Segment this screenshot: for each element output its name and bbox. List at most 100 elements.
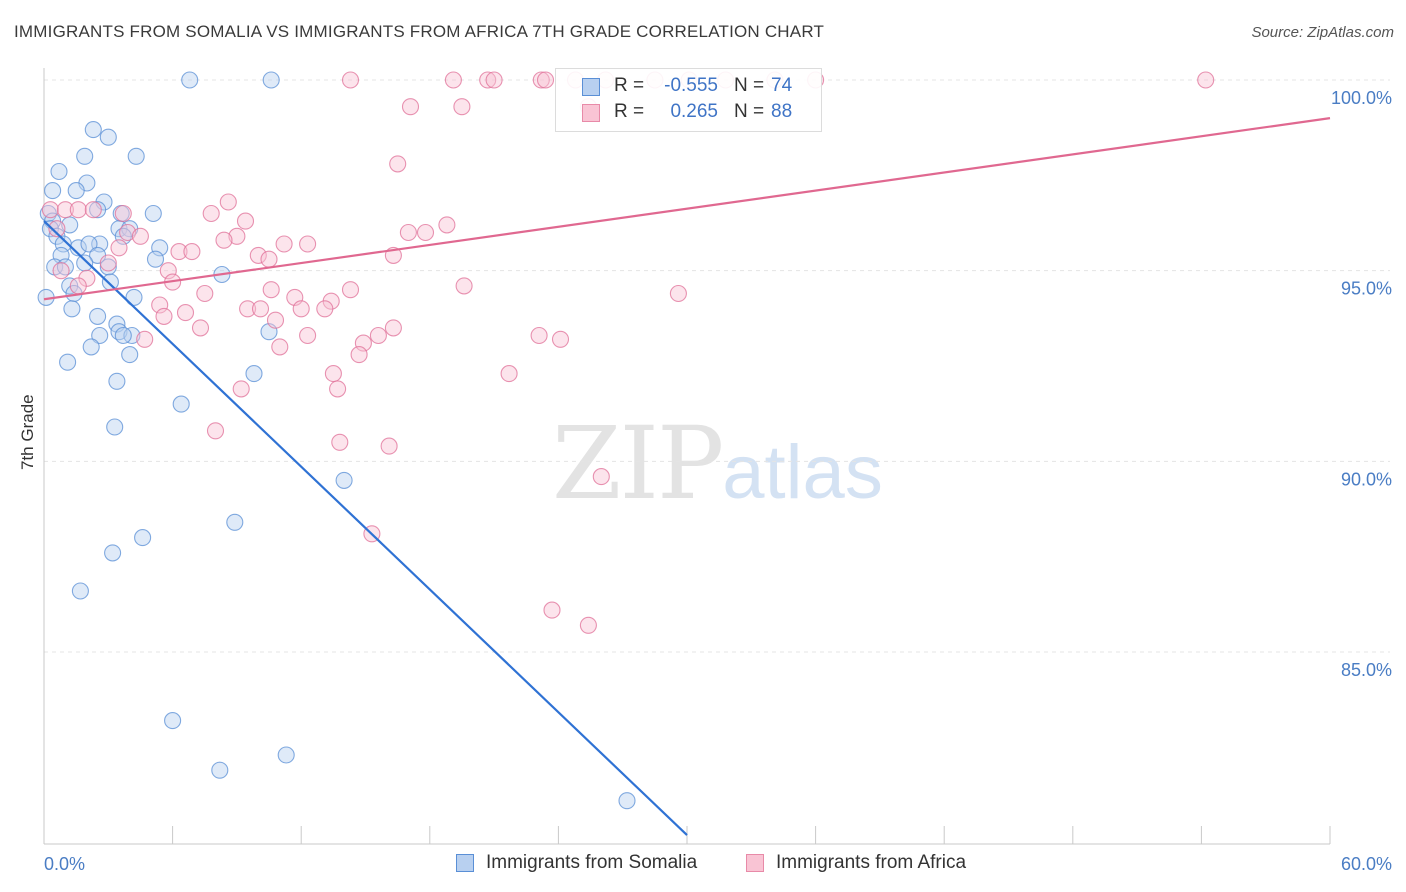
watermark: ZIPatlas: [552, 405, 883, 522]
africa-legend-swatch: [746, 854, 764, 872]
somalia-point: [144, 204, 162, 223]
africa-swatch: [582, 104, 600, 122]
africa-point: [114, 204, 132, 223]
africa-point: [401, 98, 420, 116]
somalia-point: [262, 71, 280, 89]
africa-point: [260, 250, 278, 268]
somalia-point: [101, 273, 119, 291]
africa-r-value: 0.265: [670, 101, 718, 122]
somalia-point: [211, 761, 229, 779]
africa-point: [202, 204, 220, 223]
africa-point: [543, 601, 561, 619]
watermark-atlas: atlas: [722, 430, 883, 515]
somalia-point: [50, 162, 68, 181]
africa-point: [191, 319, 210, 337]
somalia-point: [76, 254, 94, 272]
n-label: N =: [734, 75, 765, 96]
africa-point: [479, 71, 497, 89]
somalia-point: [71, 582, 89, 600]
africa-point: [69, 277, 87, 295]
africa-point: [369, 326, 387, 345]
somalia-point: [226, 513, 244, 531]
somalia-point: [89, 201, 107, 219]
africa-point: [183, 243, 201, 261]
africa-point: [249, 246, 267, 264]
africa-point: [1197, 71, 1215, 89]
africa-legend-label: Immigrants from Africa: [776, 852, 967, 873]
africa-point: [399, 223, 417, 242]
africa-point: [329, 380, 347, 398]
africa-point: [84, 201, 102, 219]
y-tick-label: 95.0%: [1341, 279, 1392, 299]
africa-point: [262, 281, 280, 299]
africa-point: [299, 326, 317, 345]
grid-lines: [44, 79, 1390, 653]
africa-point: [239, 300, 257, 318]
y-tick-label: 90.0%: [1341, 469, 1392, 489]
somalia-point: [69, 239, 87, 257]
r-label: R =: [614, 101, 645, 122]
africa-trend-line: [43, 117, 1331, 301]
n-label: N =: [734, 101, 765, 122]
somalia-point: [123, 326, 141, 345]
somalia-point: [127, 147, 145, 165]
somalia-point: [84, 121, 102, 139]
x-tick-label-max: 60.0%: [1341, 854, 1392, 874]
africa-point: [176, 304, 195, 322]
somalia-point: [89, 307, 107, 325]
africa-point: [324, 365, 342, 383]
somalia-point: [82, 338, 100, 356]
africa-point: [48, 220, 66, 238]
africa-point: [110, 239, 128, 257]
africa-point: [56, 201, 74, 219]
somalia-point: [277, 746, 295, 764]
africa-point: [444, 71, 462, 89]
africa-point: [170, 243, 188, 261]
somalia-point: [125, 288, 143, 306]
africa-point: [438, 216, 456, 234]
africa-point: [151, 296, 169, 314]
y-tick-label: 100.0%: [1331, 88, 1392, 108]
africa-point: [196, 284, 214, 303]
africa-point: [99, 254, 117, 272]
somalia-point: [146, 250, 165, 268]
africa-point: [41, 201, 59, 219]
africa-point: [236, 212, 255, 230]
africa-point: [69, 201, 87, 219]
africa-point: [219, 193, 237, 211]
somalia-point: [618, 792, 636, 810]
tick-labels: 100.0% 95.0% 90.0% 85.0% 0.0% 60.0%: [44, 88, 1392, 874]
chart-title: IMMIGRANTS FROM SOMALIA VS IMMIGRANTS FR…: [14, 22, 825, 41]
somalia-point: [80, 235, 98, 253]
somalia-legend-label: Immigrants from Somalia: [486, 852, 698, 873]
africa-point: [136, 330, 154, 348]
africa-point: [669, 284, 687, 303]
somalia-legend-swatch: [456, 854, 474, 872]
legend-row-africa: R = 0.265 N = 88: [556, 101, 821, 127]
somalia-point: [108, 372, 126, 390]
axes: [43, 68, 1331, 845]
africa-point: [530, 326, 548, 345]
africa-point: [119, 223, 137, 242]
somalia-point: [151, 239, 169, 257]
x-tick-label-min: 0.0%: [44, 854, 85, 874]
somalia-point: [114, 326, 132, 345]
somalia-point: [99, 128, 117, 146]
africa-point: [215, 231, 233, 249]
somalia-point: [59, 353, 77, 371]
watermark-zip: ZIP: [552, 405, 724, 522]
africa-point: [341, 71, 360, 89]
somalia-r-value: -0.555: [664, 75, 718, 96]
somalia-point: [181, 71, 199, 89]
somalia-point: [106, 418, 124, 436]
africa-point: [384, 319, 402, 337]
africa-point: [266, 311, 285, 329]
africa-point: [416, 223, 435, 242]
africa-point: [455, 277, 473, 295]
africa-point: [271, 338, 289, 356]
africa-point: [532, 71, 550, 89]
somalia-point: [172, 395, 190, 413]
africa-point: [389, 155, 407, 173]
africa-point: [155, 307, 173, 325]
